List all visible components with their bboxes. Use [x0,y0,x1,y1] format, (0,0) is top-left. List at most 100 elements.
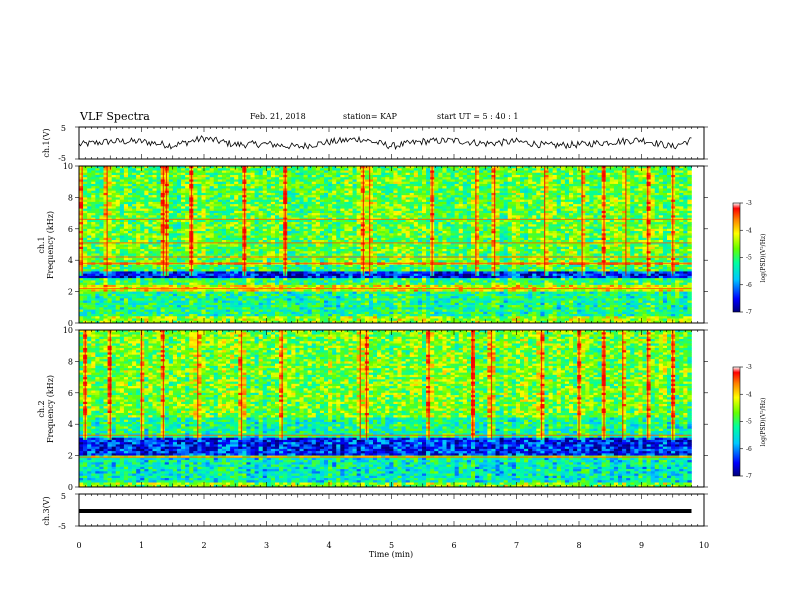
ch1-spec-cell [148,217,153,221]
ch1-spec-cell [332,316,337,319]
ch1-spec-cell [315,190,321,194]
ch1-spec-cell [295,233,300,236]
ch1-spec-cell [144,204,149,207]
ch1-spec-cell [262,273,268,277]
ch1-spec-cell [201,264,206,268]
ch1-spec-cell [348,273,353,277]
ch1-spec-cell [115,251,121,254]
ch1-spec-cell [201,248,206,252]
ch1-spec-cell [115,197,121,200]
ch1-spec-cell [250,253,255,257]
ch1-spec-cell [132,275,137,279]
ch1-spec-cell [185,188,190,191]
ch1-spec-cell [136,296,141,299]
ch1-spec-cell [128,174,133,178]
ch1-spec-cell [209,244,215,248]
ch1-spec-cell [250,197,255,200]
ch1-spec-cell [238,222,243,225]
ch1-spec-cell [258,231,264,234]
ch1-spec-cell [87,284,92,288]
ch1-spec-cell [328,213,333,216]
ch1-spec-cell [319,183,325,187]
ch1-spec-cell [340,183,345,187]
ch1-spec-cell [324,208,329,212]
ch1-spec-cell [205,305,210,308]
ch1-spec-cell [324,264,329,268]
ch1-spec-cell [217,170,223,174]
ch1-spec-cell [111,204,117,207]
ch1-spec-cell [348,307,353,310]
ch1-spec-cell [295,204,300,207]
ch1-spec-cell [319,273,325,277]
ch1-spec-cell [185,174,190,178]
ch1-spec-cell [209,217,215,221]
ch1-spec-cell [172,199,178,203]
ch1-spec-cell [87,172,92,176]
ch1-spec-cell [266,219,272,223]
ch1-spec-cell [79,300,84,304]
ch1-spec-cell [209,233,215,236]
ch1-spec-cell [107,235,112,239]
ch1-spec-cell [91,188,96,191]
ch1-spec-cell [168,242,174,245]
ch1-spec-cell [340,318,345,322]
ch1-spec-cell [152,280,157,283]
ch1-spec-cell [291,174,296,178]
ch1-spec-cell [95,231,100,234]
ch1-spec-cell [250,183,255,187]
ch1-spec-cell [262,314,268,317]
ch1-spec-cell [103,264,108,268]
ch1-spec-cell [160,318,166,322]
ch1-spec-cell [332,204,337,207]
ch1-spec-cell [201,253,206,257]
ch1-spec-cell [234,271,239,274]
ch1-spec-cell [193,206,198,209]
ch1-spec-cell [270,300,276,304]
ch1-spec-cell [344,210,349,214]
ch1-spec-cell [315,242,321,245]
ch1-spec-cell [287,177,292,180]
ch1-spec-cell [340,206,345,209]
ch1-spec-cell [197,251,202,254]
ch1-spec-cell [83,284,88,288]
ch1-spec-cell [177,179,182,182]
ch1-spec-cell [246,302,251,306]
ch1-spec-cell [136,195,141,198]
ch1-spec-cell [164,318,170,322]
ch1-spec-cell [291,284,296,288]
ch1-spec-cell [209,248,215,252]
ch1-spec-cell [107,172,112,176]
ch1-spec-cell [258,206,264,209]
ch1-spec-cell [95,201,100,205]
ch1-spec-cell [307,240,313,243]
ch1-spec-cell [123,280,129,283]
ch1-spec-cell [95,190,100,194]
ch1-spec-cell [287,181,292,185]
ch1-spec-cell [238,302,243,306]
ch1-spec-cell [197,181,202,185]
ch1-spec-cell [201,195,206,198]
ch1-spec-cell [275,275,280,279]
ch1-spec-cell [91,224,96,227]
ch1-spec-cell [254,219,259,223]
ch1-spec-cell [307,278,313,281]
ch1-spec-cell [209,309,215,313]
ch1-spec-cell [230,291,235,295]
ch1-spec-cell [177,213,182,216]
ch1-spec-cell [201,240,206,243]
ch1-spec-cell [148,296,153,299]
ch1-spec-cell [111,273,117,277]
ch1-spec-cell [115,201,121,205]
ch1-spec-cell [332,257,337,261]
ch1-spec-cell [230,244,235,248]
ch1-spec-cell [95,291,100,295]
ch1-spec-cell [83,275,88,279]
ch1-spec-cell [311,242,317,245]
ch1-spec-cell [79,280,84,283]
ch1-spec-cell [226,224,231,227]
ch1-spec-cell [246,242,251,245]
ch1-spec-cell [103,300,108,304]
ch1-spec-cell [83,309,88,313]
ch1-spec-cell [83,177,88,180]
ch1-spec-cell [246,228,251,232]
